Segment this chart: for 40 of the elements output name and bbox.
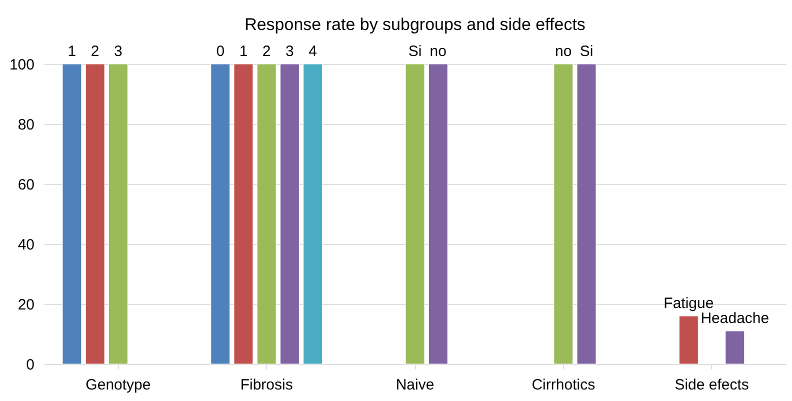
bar: [234, 64, 254, 364]
bar: [256, 64, 276, 364]
annotation: 2: [90, 43, 100, 60]
y-tick-label: 100: [9, 56, 34, 74]
bar: [108, 64, 128, 364]
annotation: 3: [114, 43, 122, 60]
bar: [210, 64, 230, 364]
chart-title: Response rate by subgroups and side effects: [244, 15, 586, 34]
bar: [428, 64, 448, 364]
bar: [725, 330, 745, 364]
x-tick-label: Naive: [396, 376, 434, 394]
bar: [678, 316, 698, 364]
annotation: Fatigue: [664, 295, 714, 312]
bar: [405, 64, 425, 364]
x-tick-label: Cirrhotics: [532, 376, 596, 394]
annotation: Headache: [700, 310, 770, 327]
annotation: 3: [286, 43, 294, 60]
x-tick-label: Genotype: [86, 376, 151, 394]
annotation: 2: [262, 43, 271, 60]
annotation: Si: [580, 43, 594, 60]
bar: [576, 64, 596, 364]
y-tick-label: 20: [18, 296, 34, 314]
y-tick-label: 40: [18, 236, 34, 254]
annotation: 0: [216, 43, 225, 60]
annotation: 1: [239, 43, 248, 60]
y-tick-label: 0: [26, 356, 34, 374]
bar: [62, 64, 82, 364]
annotation: no: [430, 43, 446, 60]
bar: [85, 64, 105, 364]
bar: [554, 64, 574, 364]
annotation: no: [555, 43, 572, 60]
annotation: 1: [68, 43, 76, 60]
x-tick-label: Fibrosis: [240, 376, 293, 394]
y-tick-label: 80: [18, 116, 34, 134]
bar: [280, 64, 300, 364]
bar: [303, 64, 323, 364]
annotation: Si: [408, 43, 422, 60]
x-tick-label: Side efects: [674, 376, 749, 394]
y-tick-label: 60: [18, 176, 34, 194]
annotation: 4: [308, 43, 317, 60]
